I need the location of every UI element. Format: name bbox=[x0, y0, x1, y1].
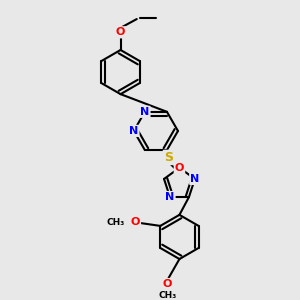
Text: CH₃: CH₃ bbox=[107, 218, 125, 227]
Text: O: O bbox=[130, 218, 140, 227]
Text: N: N bbox=[190, 174, 200, 184]
Text: O: O bbox=[175, 163, 184, 173]
Text: O: O bbox=[116, 27, 125, 37]
Text: N: N bbox=[129, 126, 138, 136]
Text: S: S bbox=[164, 151, 173, 164]
Text: O: O bbox=[163, 279, 172, 289]
Text: N: N bbox=[140, 107, 149, 117]
Text: CH₃: CH₃ bbox=[158, 291, 177, 300]
Text: N: N bbox=[165, 192, 175, 202]
